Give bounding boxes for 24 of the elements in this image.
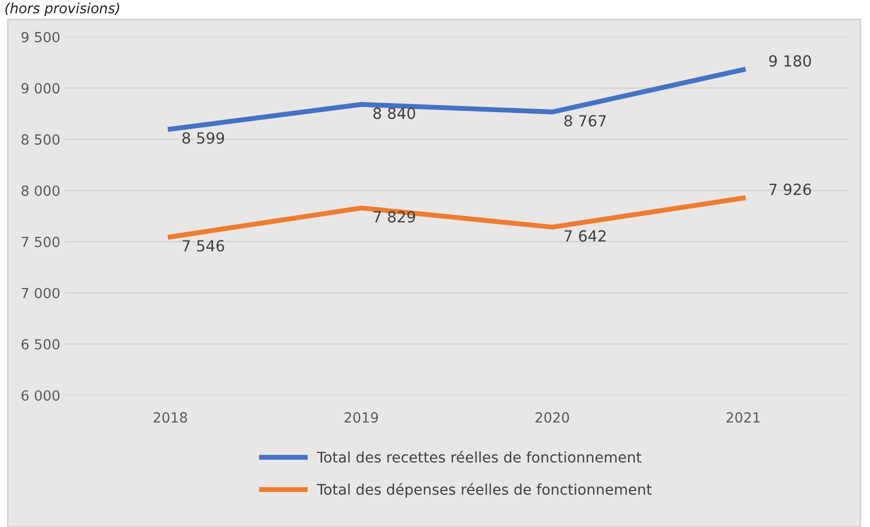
y-tick-label: 9 500 <box>22 32 60 42</box>
data-label: 8 840 <box>373 108 416 120</box>
x-tick-label: 2019 <box>344 412 378 423</box>
x-tick-label: 2020 <box>536 412 569 423</box>
legend-label: Total des recettes réelles de fonctionnement <box>316 450 642 463</box>
data-label: 8 599 <box>182 132 224 144</box>
y-tick-label: 7 000 <box>22 288 60 298</box>
y-tick-label: 9 000 <box>22 83 60 94</box>
data-label: 7 546 <box>182 240 224 252</box>
legend-label: Total des dépenses réelles de fonctionnement <box>316 482 652 498</box>
data-label: 7 926 <box>769 184 811 196</box>
data-label: 8 767 <box>564 114 606 127</box>
x-tick-label: 2021 <box>726 412 760 423</box>
x-tick-label: 2018 <box>154 412 188 423</box>
y-tick-label: 8 000 <box>22 185 60 196</box>
line-series <box>168 67 746 132</box>
data-label: 7 642 <box>564 230 606 242</box>
data-label: 9 180 <box>769 55 811 67</box>
chart-title: (hors provisions) <box>5 2 120 16</box>
y-tick-label: 8 500 <box>22 134 60 145</box>
data-label: 7 829 <box>374 211 416 223</box>
y-tick-label: 7 500 <box>22 236 60 248</box>
y-tick-label: 6 500 <box>22 339 60 350</box>
y-tick-label: 6 000 <box>22 390 60 401</box>
